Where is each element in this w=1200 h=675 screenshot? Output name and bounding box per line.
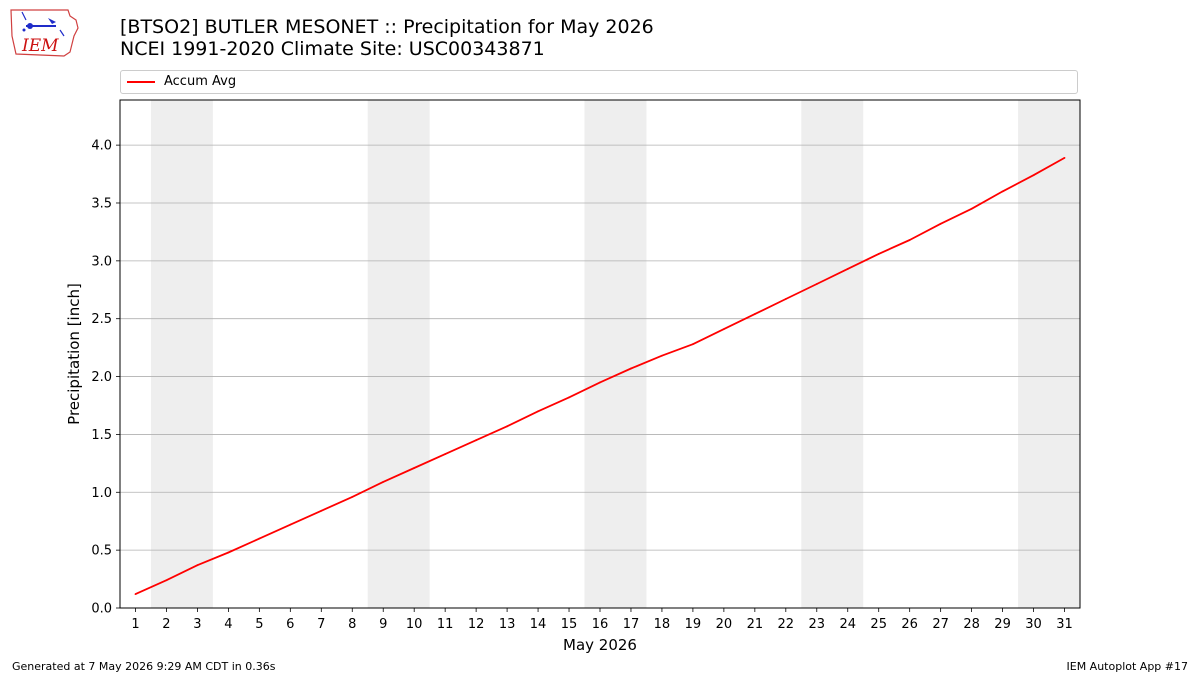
y-tick-label: 0.0: [91, 602, 112, 617]
x-tick-label: 16: [592, 617, 609, 632]
data-point: [165, 579, 168, 582]
y-axis-label: Precipitation [inch]: [65, 283, 83, 425]
x-axis-label: May 2026: [563, 636, 637, 654]
legend-swatch-accum-avg: [127, 81, 155, 83]
x-tick-label: 10: [406, 617, 423, 632]
data-point: [475, 439, 478, 442]
footer-app-id: IEM Autoplot App #17: [1066, 660, 1189, 673]
x-tick-label: 3: [193, 617, 201, 632]
data-point: [784, 298, 787, 300]
x-tick-label: 6: [286, 617, 294, 632]
data-point: [661, 354, 663, 357]
y-tick-label: 4.0: [91, 139, 112, 154]
data-point: [692, 343, 694, 346]
x-tick-label: 22: [778, 617, 795, 632]
x-tick-label: 24: [839, 617, 856, 632]
x-tick-label: 30: [1025, 617, 1042, 632]
weekend-band: [801, 100, 864, 608]
x-tick-label: 15: [561, 617, 578, 632]
data-point: [444, 453, 447, 455]
legend-label-accum-avg: Accum Avg: [164, 74, 237, 89]
x-tick-label: 26: [901, 617, 918, 632]
chart-title: [BTSO2] BUTLER MESONET :: Precipitation …: [120, 16, 654, 60]
data-point: [877, 253, 880, 255]
x-tick-label: 13: [499, 617, 516, 632]
y-tick-label: 1.0: [91, 486, 112, 501]
x-tick-label: 8: [348, 617, 356, 632]
x-tick-label: 21: [747, 617, 764, 632]
x-tick-label: 28: [963, 617, 980, 632]
y-tick-label: 3.0: [91, 254, 112, 269]
x-tick-label: 18: [654, 617, 671, 632]
data-point: [815, 283, 818, 285]
x-tick-label: 29: [994, 617, 1011, 632]
iem-logo: IEM: [8, 6, 80, 60]
x-tick-label: 25: [870, 617, 887, 632]
x-tick-label: 1: [131, 617, 139, 632]
title-line-1: [BTSO2] BUTLER MESONET :: Precipitation …: [120, 16, 654, 38]
iowa-map-icon: [10, 9, 79, 57]
x-tick-label: 7: [317, 617, 325, 632]
data-point: [506, 425, 508, 428]
x-tick-label: 23: [809, 617, 826, 632]
x-tick-label: 27: [932, 617, 949, 632]
data-point: [630, 367, 632, 370]
legend: Accum Avg: [120, 70, 1078, 94]
y-tick-label: 3.5: [91, 196, 112, 211]
data-point: [537, 410, 539, 413]
data-point: [196, 564, 199, 567]
footer-generated: Generated at 7 May 2026 9:29 AM CDT in 0…: [12, 660, 276, 673]
data-point: [351, 496, 354, 498]
data-point: [722, 328, 725, 331]
y-tick-label: 0.5: [91, 544, 112, 559]
data-point: [753, 313, 756, 315]
data-point: [908, 239, 911, 241]
logo-text: IEM: [22, 36, 59, 56]
x-tick-label: 2: [162, 617, 170, 632]
data-point: [382, 480, 385, 483]
plot-frame: [119, 99, 1081, 609]
data-point: [134, 593, 137, 596]
x-tick-label: 19: [685, 617, 702, 632]
weekend-band: [150, 100, 213, 608]
y-tick-label: 2.5: [91, 312, 112, 327]
y-tick-label: 2.0: [91, 370, 112, 385]
weekend-band: [1018, 100, 1080, 608]
data-point: [846, 268, 849, 270]
data-point: [413, 467, 416, 469]
weekend-band: [367, 100, 430, 608]
data-point: [258, 537, 261, 540]
x-tick-label: 31: [1056, 617, 1073, 632]
x-tick-label: 20: [716, 617, 733, 632]
data-point: [227, 551, 230, 554]
title-line-2: NCEI 1991-2020 Climate Site: USC00343871: [120, 38, 545, 60]
data-point: [1032, 174, 1035, 177]
data-point: [289, 523, 292, 526]
x-tick-label: 9: [379, 617, 387, 632]
data-point: [320, 509, 323, 512]
data-point: [1063, 156, 1066, 159]
x-tick-label: 11: [437, 617, 454, 632]
x-tick-label: 4: [224, 617, 232, 632]
data-point: [1001, 190, 1004, 193]
y-tick-label: 1.5: [91, 428, 112, 443]
x-tick-label: 12: [468, 617, 485, 632]
data-point: [599, 381, 601, 384]
x-tick-label: 17: [623, 617, 640, 632]
x-tick-label: 14: [530, 617, 547, 632]
weekend-band: [584, 100, 647, 608]
data-point: [568, 396, 570, 399]
data-point: [970, 207, 973, 210]
x-tick-label: 5: [255, 617, 263, 632]
data-point: [939, 222, 942, 225]
